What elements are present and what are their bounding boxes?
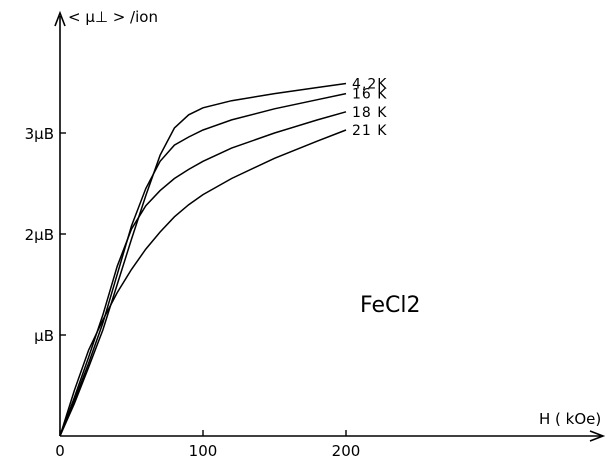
series-line: [59, 111, 347, 437]
x-tick-label: 0: [55, 442, 65, 460]
y-axis-title: < μ⊥ > /ion: [68, 8, 158, 26]
x-axis-title: H ( kOe): [539, 410, 601, 428]
curves: [59, 82, 347, 437]
series-label: 4,2K: [352, 77, 387, 93]
series-label: 18 K: [352, 105, 387, 121]
y-tick-label: μB: [34, 327, 54, 345]
y-axis-arrow-icon: [54, 10, 66, 27]
series-line: [59, 129, 347, 437]
series-line: [59, 82, 347, 437]
series-label: 16 K: [352, 87, 387, 103]
x-axis-arrow-icon: [589, 430, 606, 442]
ticks: [59, 132, 347, 436]
series-label: 21 K: [352, 123, 387, 139]
x-tick-label: 100: [189, 442, 218, 460]
axes: [54, 10, 606, 442]
y-tick-label: 2μB: [25, 226, 54, 244]
y-tick-label: 3μB: [25, 125, 54, 143]
compound-annotation: FeCl2: [360, 293, 420, 318]
x-tick-label: 200: [332, 442, 361, 460]
series-line: [59, 92, 347, 437]
